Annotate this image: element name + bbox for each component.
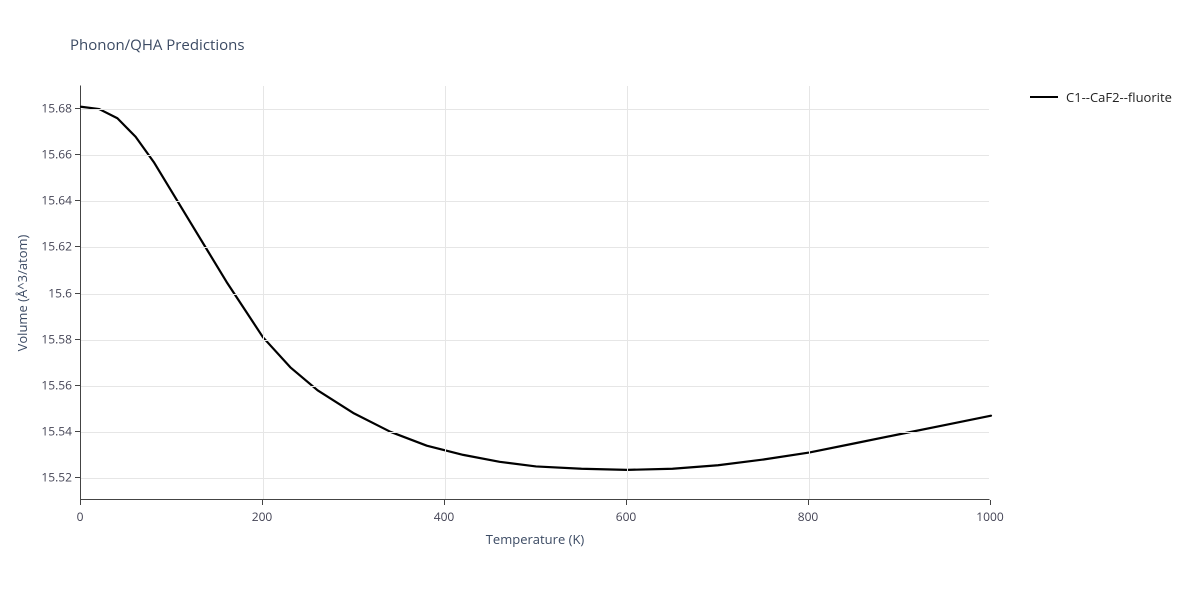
x-axis-label: Temperature (K) xyxy=(486,530,585,548)
chart-title: Phonon/QHA Predictions xyxy=(70,35,245,55)
plot-area xyxy=(80,85,990,500)
y-tick-label: 15.54 xyxy=(34,422,72,439)
x-tick-mark xyxy=(80,500,81,505)
grid-line-horizontal xyxy=(81,294,989,295)
grid-line-vertical xyxy=(809,86,810,499)
y-tick-mark xyxy=(75,200,80,201)
y-tick-mark xyxy=(75,293,80,294)
grid-line-horizontal xyxy=(81,432,989,433)
y-tick-label: 15.68 xyxy=(34,100,72,117)
grid-line-horizontal xyxy=(81,247,989,248)
y-axis-label: Volume (Å^3/atom) xyxy=(13,234,31,351)
x-tick-mark xyxy=(990,500,991,505)
y-tick-label: 15.52 xyxy=(34,468,72,485)
grid-line-horizontal xyxy=(81,109,989,110)
grid-line-horizontal xyxy=(81,201,989,202)
x-tick-label: 1000 xyxy=(976,508,1003,525)
grid-line-vertical xyxy=(627,86,628,499)
grid-line-horizontal xyxy=(81,386,989,387)
y-tick-mark xyxy=(75,477,80,478)
grid-line-horizontal xyxy=(81,478,989,479)
x-tick-label: 0 xyxy=(77,508,84,525)
grid-line-vertical xyxy=(445,86,446,499)
y-tick-label: 15.64 xyxy=(34,192,72,209)
y-tick-mark xyxy=(75,339,80,340)
legend-label: C1--CaF2--fluorite xyxy=(1066,88,1172,106)
x-tick-label: 600 xyxy=(616,508,637,525)
y-tick-mark xyxy=(75,385,80,386)
y-tick-mark xyxy=(75,246,80,247)
y-tick-label: 15.56 xyxy=(34,376,72,393)
grid-line-horizontal xyxy=(81,155,989,156)
chart-container: Phonon/QHA Predictions Temperature (K) V… xyxy=(0,0,1200,600)
grid-line-vertical xyxy=(263,86,264,499)
y-tick-label: 15.6 xyxy=(34,284,72,301)
x-tick-mark xyxy=(626,500,627,505)
x-tick-mark xyxy=(444,500,445,505)
y-tick-label: 15.66 xyxy=(34,146,72,163)
y-tick-label: 15.62 xyxy=(34,238,72,255)
x-tick-label: 200 xyxy=(252,508,273,525)
x-tick-label: 800 xyxy=(798,508,819,525)
x-tick-mark xyxy=(262,500,263,505)
x-tick-label: 400 xyxy=(434,508,455,525)
y-tick-mark xyxy=(75,108,80,109)
y-tick-label: 15.58 xyxy=(34,330,72,347)
series-line xyxy=(81,107,991,470)
grid-line-horizontal xyxy=(81,340,989,341)
legend-swatch xyxy=(1030,96,1058,98)
y-tick-mark xyxy=(75,154,80,155)
x-tick-mark xyxy=(808,500,809,505)
y-tick-mark xyxy=(75,431,80,432)
legend: C1--CaF2--fluorite xyxy=(1030,88,1172,106)
